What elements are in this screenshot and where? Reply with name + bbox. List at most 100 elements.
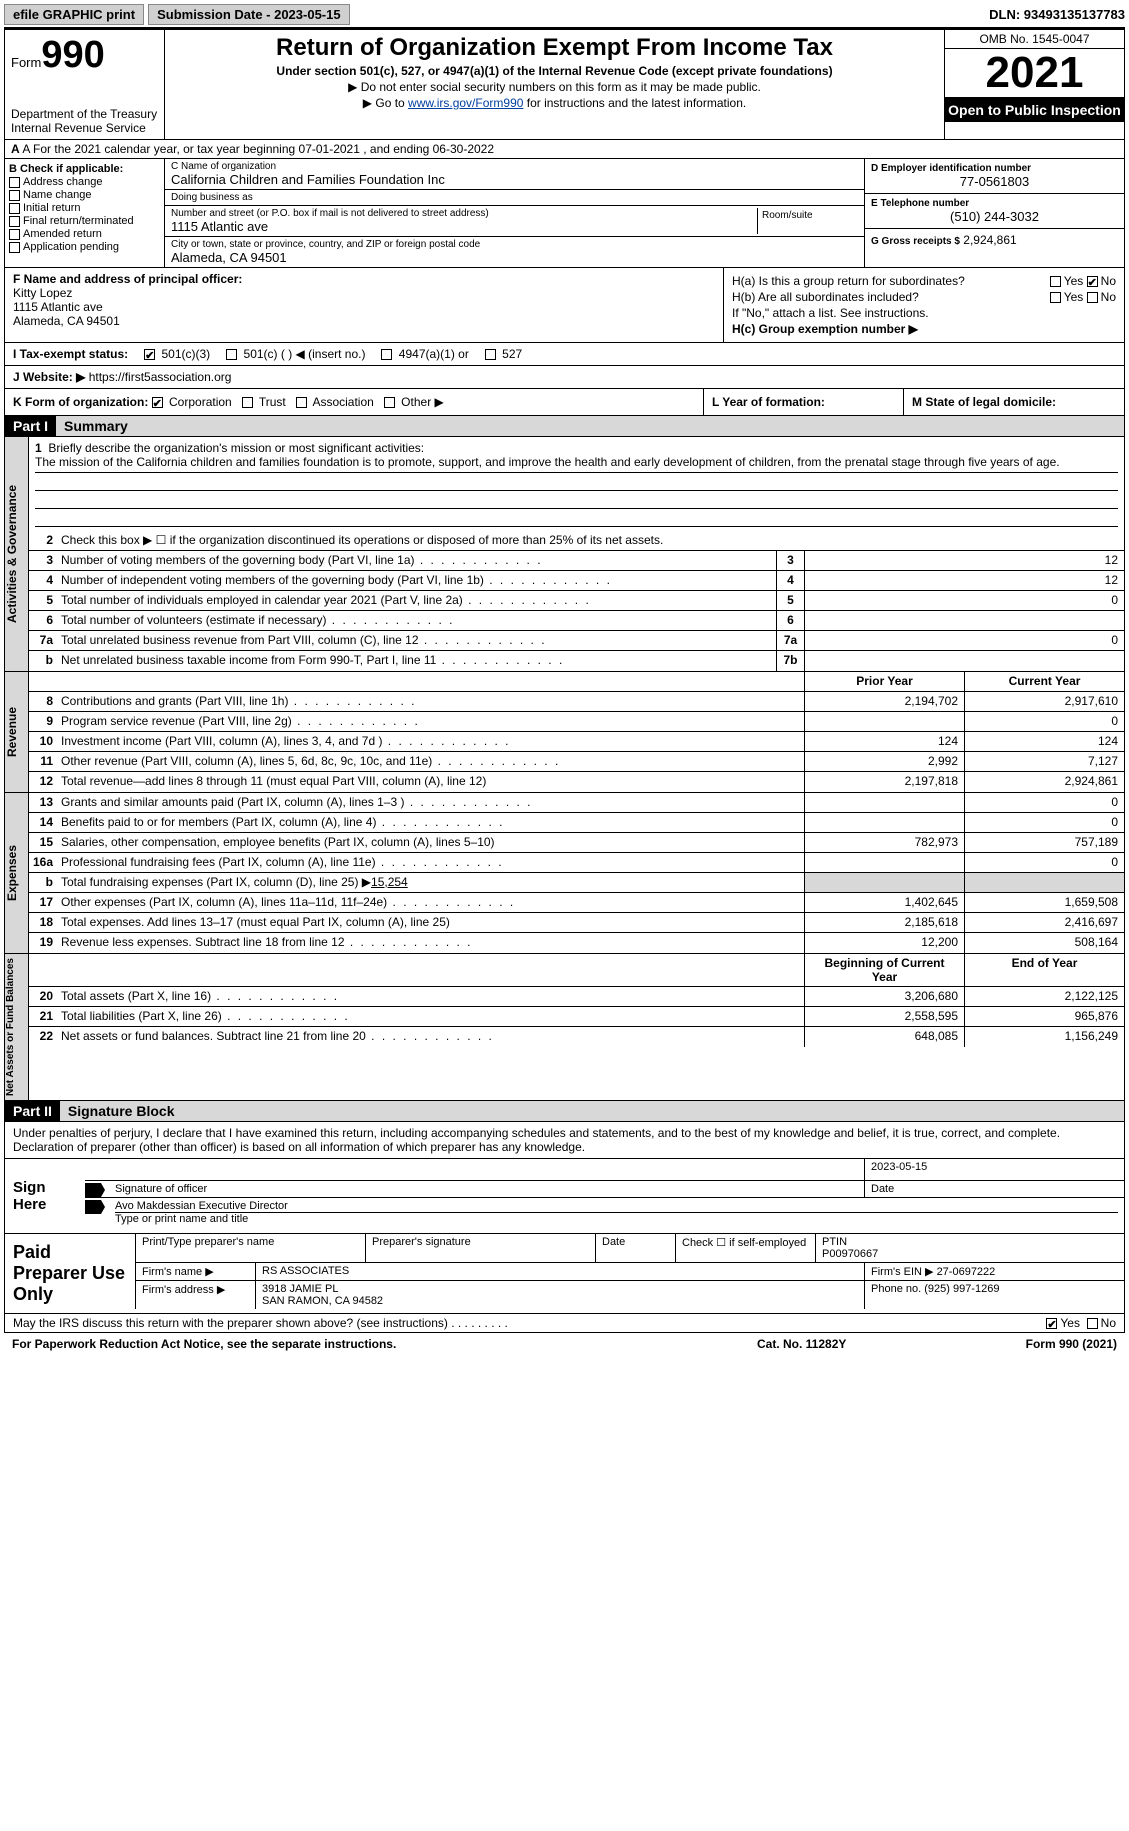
top-bar: efile GRAPHIC print Submission Date - 20… — [4, 4, 1125, 29]
l16b-prior-shade — [804, 873, 964, 892]
l14-curr: 0 — [964, 813, 1124, 832]
chk-initial-return[interactable]: Initial return — [9, 202, 160, 214]
firm-ein-label: Firm's EIN ▶ — [871, 1266, 934, 1278]
sig-date-line: 2023-05-15 — [85, 1159, 1124, 1181]
k-corp: Corporation — [169, 395, 232, 409]
chk-501c[interactable] — [226, 349, 237, 360]
hb-note-row: If "No," attach a list. See instructions… — [732, 306, 1116, 320]
line-17: 17Other expenses (Part IX, column (A), l… — [29, 893, 1124, 913]
hb-row: H(b) Are all subordinates included? Yes … — [732, 290, 1116, 304]
l6-text: Total number of volunteers (estimate if … — [57, 611, 776, 630]
header-center: Return of Organization Exempt From Incom… — [165, 30, 944, 139]
hb-yes: Yes — [1064, 290, 1084, 304]
l12-text: Total revenue—add lines 8 through 11 (mu… — [57, 772, 804, 792]
l11-text: Other revenue (Part VIII, column (A), li… — [57, 752, 804, 771]
l17-prior: 1,402,645 — [804, 893, 964, 912]
opt-501c3: 501(c)(3) — [162, 347, 211, 361]
firm-name: RS ASSOCIATES — [255, 1263, 864, 1280]
l13-curr: 0 — [964, 793, 1124, 812]
hb-no-chk[interactable] — [1087, 292, 1098, 303]
line-16a: 16aProfessional fundraising fees (Part I… — [29, 853, 1124, 873]
l14-text: Benefits paid to or for members (Part IX… — [57, 813, 804, 832]
chk-final-return[interactable]: Final return/terminated — [9, 215, 160, 227]
discuss-no-chk[interactable] — [1087, 1318, 1098, 1329]
k-trust: Trust — [259, 395, 286, 409]
hb-yes-chk[interactable] — [1050, 292, 1061, 303]
opt-501c: 501(c) ( ) ◀ (insert no.) — [244, 347, 366, 361]
submission-date-button[interactable]: Submission Date - 2023-05-15 — [148, 4, 350, 25]
officer-addr1: 1115 Atlantic ave — [13, 300, 715, 314]
gross-label: G Gross receipts $ — [871, 236, 960, 247]
ha-label: H(a) Is this a group return for subordin… — [732, 274, 1050, 288]
chk-application-pending[interactable]: Application pending — [9, 241, 160, 253]
firm-name-label: Firm's name ▶ — [135, 1263, 255, 1280]
chk-527[interactable] — [485, 349, 496, 360]
l7b-val — [804, 651, 1124, 671]
chk-corp[interactable] — [152, 397, 163, 408]
part1-title: Summary — [56, 416, 1124, 436]
l11-prior: 2,992 — [804, 752, 964, 771]
ha-row: H(a) Is this a group return for subordin… — [732, 274, 1116, 288]
chk-trust[interactable] — [242, 397, 253, 408]
ha-no-chk[interactable] — [1087, 276, 1098, 287]
l21-curr: 965,876 — [964, 1007, 1124, 1026]
side-revenue: Revenue — [5, 672, 29, 792]
chk-address-change[interactable]: Address change — [9, 176, 160, 188]
firm-ein: 27-0697222 — [937, 1266, 996, 1278]
room-suite: Room/suite — [758, 208, 858, 234]
l20-text: Total assets (Part X, line 16) — [57, 987, 804, 1006]
line-20: 20Total assets (Part X, line 16)3,206,68… — [29, 987, 1124, 1007]
hdr-prior: Prior Year — [804, 672, 964, 691]
irs-link[interactable]: www.irs.gov/Form990 — [408, 96, 523, 110]
l8-prior: 2,194,702 — [804, 692, 964, 711]
form-number: 990 — [41, 34, 104, 76]
part-2-header: Part II Signature Block — [4, 1101, 1125, 1122]
k-other: Other ▶ — [401, 395, 444, 409]
addr-row: Number and street (or P.O. box if mail i… — [165, 206, 864, 237]
l22-prior: 648,085 — [804, 1027, 964, 1047]
hb-note: If "No," attach a list. See instructions… — [732, 306, 1116, 320]
dln-label: DLN: 93493135137783 — [989, 7, 1125, 22]
part1-num: Part I — [5, 416, 56, 436]
form-word: Form — [11, 55, 41, 70]
form-note-1: ▶ Do not enter social security numbers o… — [173, 80, 936, 94]
l-label: L Year of formation: — [712, 395, 825, 409]
expenses-table: Expenses 13Grants and similar amounts pa… — [4, 793, 1125, 954]
part2-num: Part II — [5, 1101, 60, 1121]
ha-yes-chk[interactable] — [1050, 276, 1061, 287]
discuss-yes-chk[interactable] — [1046, 1318, 1057, 1329]
chk-4947[interactable] — [381, 349, 392, 360]
l19-curr: 508,164 — [964, 933, 1124, 953]
side-netassets: Net Assets or Fund Balances — [5, 954, 29, 1100]
sig-declaration: Under penalties of perjury, I declare th… — [4, 1122, 1125, 1159]
l7b-text: Net unrelated business taxable income fr… — [57, 651, 776, 671]
l5-val: 0 — [804, 591, 1124, 610]
chk-other[interactable] — [384, 397, 395, 408]
chk-501c3[interactable] — [144, 349, 155, 360]
officer-name: Kitty Lopez — [13, 286, 715, 300]
line-7a: 7aTotal unrelated business revenue from … — [29, 631, 1124, 651]
org-name-label: C Name of organization — [171, 161, 858, 172]
officer-typed: Avo Makdessian Executive Director — [115, 1200, 1118, 1213]
line-10: 10Investment income (Part VIII, column (… — [29, 732, 1124, 752]
footer-left: For Paperwork Reduction Act Notice, see … — [12, 1337, 757, 1351]
dept-label: Department of the Treasury Internal Reve… — [11, 107, 158, 135]
ptin-value: P00970667 — [822, 1248, 878, 1260]
line-14: 14Benefits paid to or for members (Part … — [29, 813, 1124, 833]
note2-pre: ▶ Go to — [363, 96, 408, 110]
activities-table: Activities & Governance 1 Briefly descri… — [4, 437, 1125, 672]
revenue-table: Revenue Prior YearCurrent Year 8Contribu… — [4, 672, 1125, 793]
efile-print-button[interactable]: efile GRAPHIC print — [4, 4, 144, 25]
chk-name-change[interactable]: Name change — [9, 189, 160, 201]
line-8: 8Contributions and grants (Part VIII, li… — [29, 692, 1124, 712]
l13-prior — [804, 793, 964, 812]
line-11: 11Other revenue (Part VIII, column (A), … — [29, 752, 1124, 772]
ein-cell: D Employer identification number 77-0561… — [865, 159, 1124, 194]
chk-assoc[interactable] — [296, 397, 307, 408]
chk-amended-return[interactable]: Amended return — [9, 228, 160, 240]
sign-here-label: Sign Here — [5, 1159, 85, 1233]
side-activities: Activities & Governance — [5, 437, 29, 671]
line-13: 13Grants and similar amounts paid (Part … — [29, 793, 1124, 813]
block-bcd: B Check if applicable: Address change Na… — [4, 159, 1125, 268]
line-2: 2Check this box ▶ ☐ if the organization … — [29, 531, 1124, 551]
